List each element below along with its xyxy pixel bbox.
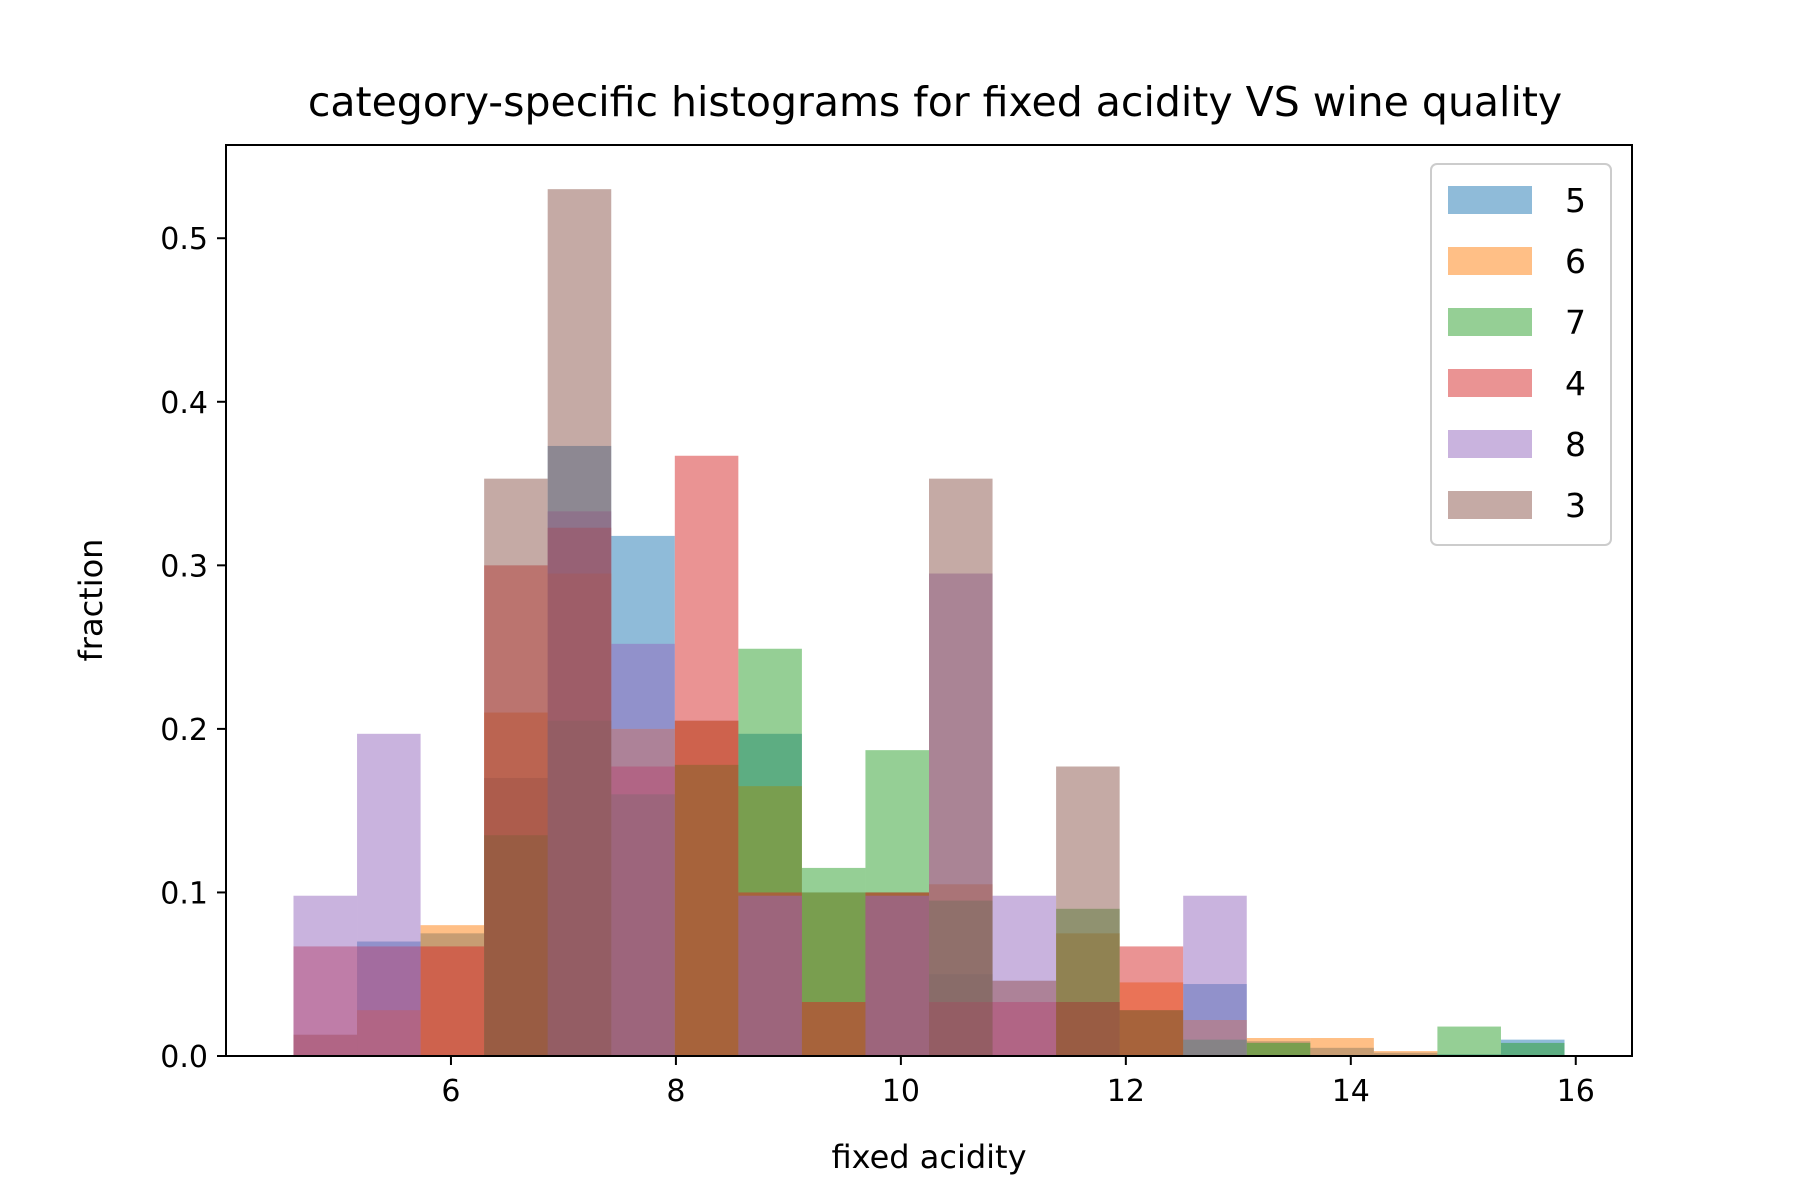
legend-swatch-4: [1448, 369, 1532, 397]
y-tick-label-0.4: 0.4: [160, 386, 208, 421]
bar-series-3-bin-4: [547, 189, 612, 1056]
x-tick-label-6: 6: [441, 1074, 460, 1109]
bar-series-8-bin-11: [992, 895, 1057, 1056]
chart-title: category-specific histograms for fixed a…: [308, 78, 1562, 126]
x-axis: 6 8 10 12 14 16: [441, 1056, 1595, 1109]
bar-series-4-bin-8: [801, 1002, 866, 1056]
bar-series-4-bin-13: [1119, 946, 1184, 1056]
legend-label-8: 8: [1565, 425, 1586, 464]
x-tick-label-8: 8: [666, 1074, 685, 1109]
bar-series-7-bin-18: [1437, 1026, 1501, 1056]
x-tick-label-14: 14: [1332, 1074, 1370, 1109]
y-axis-label: fraction: [72, 539, 110, 662]
legend-swatch-5: [1448, 186, 1532, 214]
bar-series-3-bin-3: [484, 478, 548, 1056]
x-tick-label-12: 12: [1107, 1074, 1145, 1109]
legend-swatch-6: [1448, 247, 1532, 275]
bar-series-6-bin-16: [1310, 1038, 1374, 1056]
bar-series-8-bin-1: [357, 733, 421, 1056]
legend-label-5: 5: [1565, 181, 1586, 220]
bar-series-7-bin-15: [1246, 1042, 1311, 1056]
bar-series-6-bin-17: [1373, 1051, 1438, 1056]
y-tick-label-0.2: 0.2: [160, 713, 208, 748]
legend-swatch-3: [1448, 491, 1532, 519]
legend-swatch-7: [1448, 308, 1532, 336]
x-axis-label: fixed acidity: [831, 1138, 1026, 1176]
y-tick-label-0.5: 0.5: [160, 222, 208, 257]
series-3: [484, 189, 1120, 1056]
y-tick-label-0.1: 0.1: [160, 876, 208, 911]
bars-layer: [293, 189, 1565, 1056]
bar-series-7-bin-19: [1500, 1042, 1565, 1056]
x-tick-label-10: 10: [882, 1074, 920, 1109]
legend: 5 6 7 4 8 3: [1430, 163, 1612, 546]
bar-series-3-bin-12: [1056, 766, 1120, 1056]
bar-series-8-bin-14: [1183, 895, 1247, 1056]
legend-label-6: 6: [1565, 242, 1586, 281]
legend-swatch-8: [1448, 430, 1532, 458]
y-tick-label-0.3: 0.3: [160, 549, 208, 584]
bar-series-4-bin-6: [674, 455, 739, 1056]
bar-series-8-bin-5: [611, 643, 675, 1056]
bar-series-8-bin-7: [738, 895, 802, 1056]
bar-series-4-bin-2: [420, 946, 485, 1056]
bar-series-8-bin-9: [865, 895, 929, 1056]
y-axis: 0.0 0.1 0.2 0.3 0.4 0.5: [160, 222, 226, 1075]
legend-label-4: 4: [1565, 364, 1586, 403]
bar-series-8-bin-0: [293, 895, 358, 1056]
legend-label-7: 7: [1565, 303, 1586, 342]
x-tick-label-16: 16: [1557, 1074, 1595, 1109]
y-tick-label-0: 0.0: [160, 1040, 208, 1075]
legend-label-3: 3: [1565, 486, 1586, 525]
bar-series-3-bin-10: [929, 478, 993, 1056]
plot-frame: [225, 144, 1633, 1057]
